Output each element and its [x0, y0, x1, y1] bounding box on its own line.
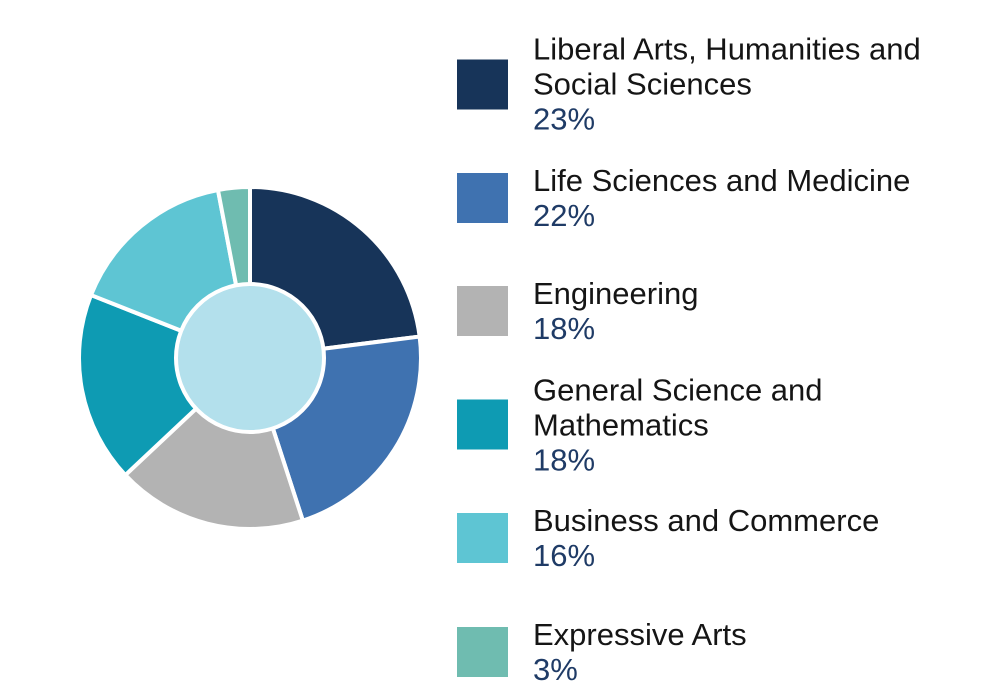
- legend-text: Expressive Arts 3%: [533, 617, 999, 687]
- legend-label: Liberal Arts, Humanities and Social Scie…: [533, 31, 921, 102]
- legend-value: 18%: [533, 442, 596, 478]
- legend-swatch: [457, 513, 508, 564]
- legend-value: 23%: [533, 101, 596, 137]
- legend-swatch: [457, 59, 508, 109]
- legend-swatch: [457, 172, 508, 223]
- legend-entry: Engineering 18%: [457, 276, 999, 346]
- legend-swatch: [457, 286, 508, 337]
- legend-swatch: [457, 399, 508, 450]
- legend-value: 3%: [533, 652, 578, 687]
- legend-entry: Life Sciences and Medicine 22%: [457, 163, 999, 233]
- donut-slice: [77, 293, 252, 478]
- legend-value: 22%: [533, 197, 596, 233]
- legend-label: Life Sciences and Medicine: [533, 162, 911, 198]
- legend-value: 18%: [533, 311, 596, 347]
- legend: Liberal Arts, Humanities and Social Scie…: [457, 0, 1001, 687]
- legend-entry: Business and Commerce 16%: [457, 503, 999, 573]
- legend-entry: Expressive Arts 3%: [457, 617, 999, 687]
- legend-text: Life Sciences and Medicine 22%: [533, 163, 999, 233]
- legend-label: General Science and Mathematics: [533, 372, 823, 443]
- legend-label: Engineering: [533, 276, 699, 312]
- legend-label: Expressive Arts: [533, 617, 747, 652]
- legend-swatch: [457, 627, 508, 677]
- legend-value: 16%: [533, 538, 596, 574]
- donut-chart: [77, 185, 423, 531]
- legend-text: General Science and Mathematics 18%: [533, 372, 999, 477]
- legend-text: Engineering 18%: [533, 276, 999, 346]
- legend-text: Liberal Arts, Humanities and Social Scie…: [533, 32, 999, 137]
- legend-entry: General Science and Mathematics 18%: [457, 372, 999, 477]
- donut-hole: [174, 282, 326, 434]
- legend-label: Business and Commerce: [533, 503, 880, 539]
- legend-text: Business and Commerce 16%: [533, 503, 999, 573]
- legend-entry: Liberal Arts, Humanities and Social Scie…: [457, 32, 999, 137]
